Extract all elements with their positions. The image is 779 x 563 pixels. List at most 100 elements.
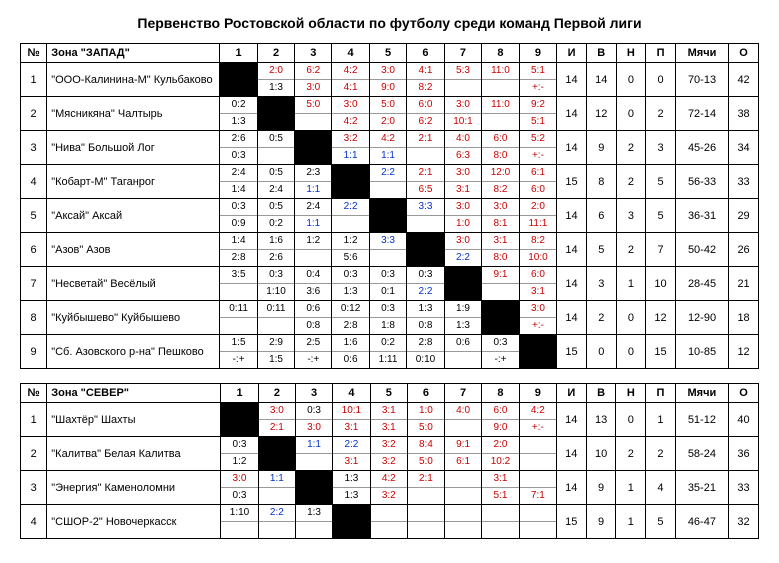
stat-v: 5 <box>586 233 616 267</box>
score-cell: 2:23:1 <box>333 437 371 471</box>
score-top: 3:1 <box>482 471 519 488</box>
score-bot: 2:1 <box>259 420 295 436</box>
row-num: 3 <box>21 471 47 505</box>
score-bot: 8:2 <box>482 182 518 198</box>
score-top: 2:8 <box>407 335 443 352</box>
stat-n: 0 <box>616 335 646 369</box>
score-top: 3:3 <box>407 199 443 216</box>
score-cell: 4:0 <box>445 403 482 437</box>
score-top: 0:4 <box>295 267 331 284</box>
table-row: 7"Несветай" Весёлый3:50:31:100:43:60:31:… <box>21 267 759 301</box>
score-bot: 1:10 <box>258 284 294 300</box>
stat-v: 9 <box>586 471 616 505</box>
col-g5: 5 <box>370 384 407 403</box>
score-bot <box>220 284 256 300</box>
score-top: 0:3 <box>482 335 518 352</box>
score-cell: 8:210:0 <box>519 233 556 267</box>
score-top: 1:2 <box>332 233 368 250</box>
col-g7: 7 <box>444 44 481 63</box>
score-bot: 3:0 <box>296 420 332 436</box>
team-name: "СШОР-2" Новочеркасск <box>47 505 221 539</box>
stat-goals: 72-14 <box>675 97 728 131</box>
score-top: 3:0 <box>370 63 406 80</box>
score-cell: 2:010:2 <box>482 437 520 471</box>
row-num: 1 <box>21 403 47 437</box>
score-bot <box>482 522 519 538</box>
col-zone: Зона "ЗАПАД" <box>47 44 220 63</box>
score-bot: -:+ <box>295 352 331 368</box>
score-top: 3:1 <box>371 403 407 420</box>
stat-o: 40 <box>729 403 759 437</box>
table-row: 1"Шахтёр" Шахты3:02:10:33:010:13:13:13:1… <box>21 403 759 437</box>
score-bot: 10:0 <box>520 250 556 266</box>
score-top: 3:0 <box>259 403 295 420</box>
score-top: 1:0 <box>408 403 444 420</box>
team-name: "Энергия" Каменоломни <box>47 471 221 505</box>
score-bot: 4:2 <box>332 114 368 130</box>
col-g9: 9 <box>519 44 556 63</box>
score-cell: 0:3-:+ <box>482 335 519 369</box>
row-num: 7 <box>21 267 47 301</box>
score-cell <box>407 505 444 539</box>
table-row: 8"Куйбышево" Куйбышево0:110:110:60:80:12… <box>21 301 759 335</box>
score-bot: 1:1 <box>295 182 331 198</box>
stat-goals: 70-13 <box>675 63 728 97</box>
col-g4: 4 <box>332 44 369 63</box>
stat-i: 14 <box>557 267 587 301</box>
score-cell: 2:60:3 <box>220 131 257 165</box>
col-g6: 6 <box>407 384 444 403</box>
score-top: 2:2 <box>332 199 368 216</box>
score-bot: 1:1 <box>370 148 406 164</box>
standings-table: №Зона "ЗАПАД"123456789ИВНПМячиО1"ООО-Кал… <box>20 43 759 369</box>
col-o: О <box>729 384 759 403</box>
score-cell: 6:08:0 <box>482 131 519 165</box>
score-top: 6:0 <box>520 267 556 284</box>
score-bot <box>296 522 332 538</box>
score-cell: 0:30:9 <box>220 199 257 233</box>
score-cell: 3:02:2 <box>444 233 481 267</box>
score-cell <box>370 505 407 539</box>
stat-i: 14 <box>557 97 587 131</box>
score-bot: 2:6 <box>258 250 294 266</box>
stat-p: 10 <box>646 267 676 301</box>
score-cell: 1:05:0 <box>407 403 444 437</box>
score-top: 1:6 <box>332 335 368 352</box>
score-cell: 8:45:0 <box>407 437 444 471</box>
stat-v: 14 <box>586 63 616 97</box>
row-num: 3 <box>21 131 47 165</box>
score-bot: 2:8 <box>220 250 256 266</box>
stat-i: 14 <box>556 403 586 437</box>
score-bot <box>482 80 518 96</box>
score-top: 0:3 <box>221 437 258 454</box>
table-row: 1"ООО-Калинина-М" Кульбаково2:01:36:23:0… <box>21 63 759 97</box>
score-top: 2:2 <box>370 165 406 182</box>
score-cell: 0:21:11 <box>369 335 406 369</box>
stat-goals: 50-42 <box>675 233 728 267</box>
stat-o: 33 <box>729 471 759 505</box>
score-cell: 3:08:1 <box>482 199 519 233</box>
score-top: 0:3 <box>296 403 332 420</box>
team-name: "Сб. Азовского р-на" Пешково <box>47 335 220 369</box>
score-bot: 0:9 <box>220 216 256 232</box>
score-top: 2:1 <box>408 471 444 488</box>
col-p: П <box>646 384 676 403</box>
score-bot: 0:3 <box>220 148 256 164</box>
col-goals: Мячи <box>675 44 728 63</box>
table-row: 3"Нива" Большой Лог2:60:30:53:21:14:21:1… <box>21 131 759 165</box>
score-top: 3:2 <box>332 131 368 148</box>
row-num: 1 <box>21 63 47 97</box>
score-top: 1:2 <box>295 233 331 250</box>
stat-i: 15 <box>557 335 587 369</box>
score-top: 2:5 <box>295 335 331 352</box>
score-bot: 6:3 <box>445 148 481 164</box>
col-g2: 2 <box>257 44 294 63</box>
score-cell: 0:6 <box>444 335 481 369</box>
score-cell: 10:13:1 <box>333 403 371 437</box>
score-bot <box>221 522 258 538</box>
score-bot: 1:3 <box>220 114 256 130</box>
team-name: "ООО-Калинина-М" Кульбаково <box>47 63 220 97</box>
row-num: 8 <box>21 301 47 335</box>
score-top: 0:5 <box>258 165 294 182</box>
team-name: "Мясникяна" Чалтырь <box>47 97 220 131</box>
score-bot: 1:8 <box>370 318 406 334</box>
